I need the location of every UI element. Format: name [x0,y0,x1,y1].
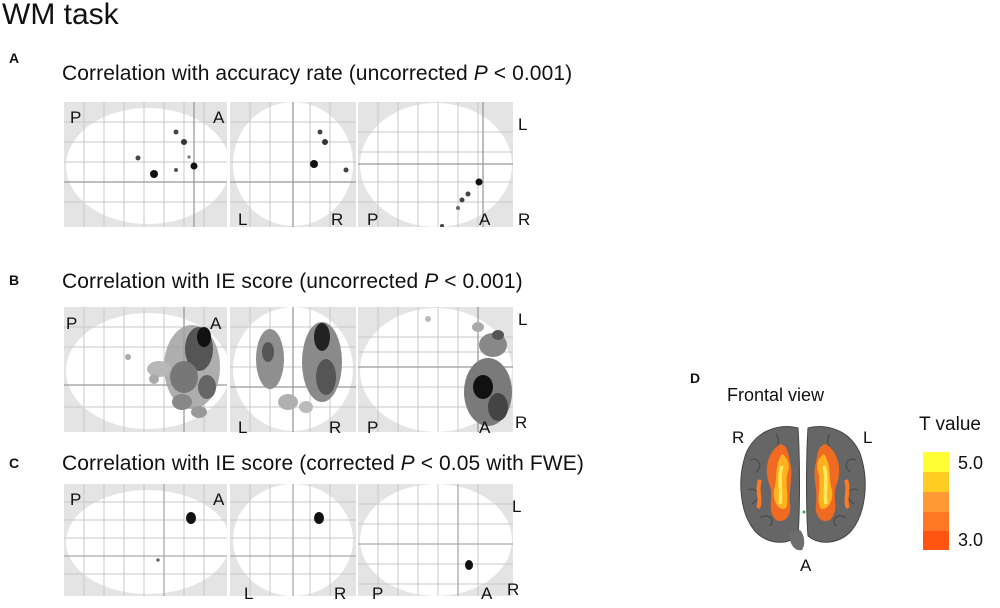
panel-c-title: Correlation with IE score (corrected P <… [62,452,584,475]
panel-c-axial-label-right: R [507,580,520,599]
panel-a-axial-glass-brain [358,102,513,227]
panel-c-axial-glass-brain [358,484,513,596]
colorbar-cell-1 [923,452,949,472]
panel-d-label-left: L [863,428,873,447]
panel-c-sagittal-label-posterior: P [70,490,82,509]
panel-c-coronal-label-right: R [334,584,347,603]
panel-c-axial-label-left: L [512,497,522,516]
colorbar-cell-5 [923,531,949,550]
panel-a-coronal-glass-brain [230,102,356,227]
panel-a-coronal-label-right: R [331,210,344,229]
panel-b-letter: B [9,272,20,288]
panel-b-sagittal-label-anterior: A [210,314,222,333]
colorbar-cell-4 [923,512,949,531]
figure-title: WM task [2,0,119,31]
panel-b-title: Correlation with IE score (uncorrected P… [62,270,523,293]
panel-b-coronal-glass-brain [230,307,356,432]
colorbar [923,452,949,550]
colorbar-title: T value [919,414,981,435]
panel-c-sagittal-label-anterior: A [213,490,225,509]
colorbar-cell-2 [923,472,949,492]
frontal-brain-render [736,420,871,553]
panel-b-coronal-label-left: L [238,418,248,437]
colorbar-min-label: 3.0 [958,530,984,550]
panel-b-coronal-label-right: R [329,418,342,437]
panel-d-letter: D [690,370,701,386]
panel-b-axial-label-anterior: A [479,418,491,437]
panel-d-label-right: R [732,428,745,447]
panel-b-sagittal-label-posterior: P [66,314,78,333]
panel-a-sagittal-label-posterior: P [70,108,82,127]
panel-d-title: Frontal view [727,385,825,405]
panel-c-sagittal-glass-brain [64,484,227,596]
panel-c-coronal-glass-brain [230,484,356,596]
panel-a-axial-label-anterior: A [479,210,491,229]
panel-d-label-anterior: A [800,556,812,575]
panel-a-axial-label-right: R [518,210,531,229]
panel-c-letter: C [9,455,20,471]
panel-a-axial-label-posterior: P [367,210,379,229]
panel-c-axial-label-posterior: P [372,584,384,603]
panel-a-coronal-label-left: L [238,210,248,229]
panel-b-axial-label-right: R [515,413,528,432]
panel-b-axial-label-posterior: P [367,418,379,437]
panel-a-axial-label-left: L [518,115,528,134]
panel-c-axial-label-anterior: A [481,584,493,603]
panel-b-sagittal-glass-brain [64,307,227,432]
colorbar-max-label: 5.0 [958,453,984,473]
panel-c-coronal-label-left: L [244,584,254,603]
panel-a-sagittal-label-anterior: A [213,108,225,127]
panel-b-axial-label-left: L [518,310,528,329]
panel-a-title: Correlation with accuracy rate (uncorrec… [62,62,573,85]
panel-a-letter: A [9,50,20,66]
colorbar-cell-3 [923,492,949,512]
panel-a-sagittal-glass-brain [64,102,227,227]
panel-b-axial-glass-brain [358,307,513,432]
